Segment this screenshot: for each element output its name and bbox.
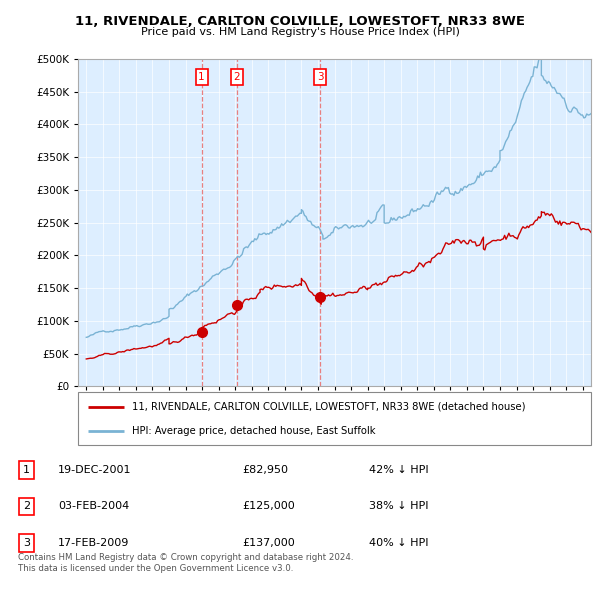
Text: 03-FEB-2004: 03-FEB-2004 (58, 502, 130, 512)
Text: 1: 1 (23, 465, 30, 475)
Text: £82,950: £82,950 (242, 465, 289, 475)
Text: 3: 3 (23, 537, 30, 548)
Text: 38% ↓ HPI: 38% ↓ HPI (369, 502, 428, 512)
Text: Contains HM Land Registry data © Crown copyright and database right 2024.: Contains HM Land Registry data © Crown c… (18, 553, 353, 562)
Text: 1: 1 (199, 72, 205, 82)
Text: 11, RIVENDALE, CARLTON COLVILLE, LOWESTOFT, NR33 8WE: 11, RIVENDALE, CARLTON COLVILLE, LOWESTO… (75, 15, 525, 28)
Text: 40% ↓ HPI: 40% ↓ HPI (369, 537, 428, 548)
Text: 2: 2 (233, 72, 240, 82)
Text: 17-FEB-2009: 17-FEB-2009 (58, 537, 130, 548)
Text: 19-DEC-2001: 19-DEC-2001 (58, 465, 131, 475)
Text: 3: 3 (317, 72, 323, 82)
Text: 42% ↓ HPI: 42% ↓ HPI (369, 465, 429, 475)
Text: 11, RIVENDALE, CARLTON COLVILLE, LOWESTOFT, NR33 8WE (detached house): 11, RIVENDALE, CARLTON COLVILLE, LOWESTO… (132, 402, 526, 412)
Text: Price paid vs. HM Land Registry's House Price Index (HPI): Price paid vs. HM Land Registry's House … (140, 27, 460, 37)
Text: HPI: Average price, detached house, East Suffolk: HPI: Average price, detached house, East… (132, 426, 376, 436)
Text: £137,000: £137,000 (242, 537, 295, 548)
Text: This data is licensed under the Open Government Licence v3.0.: This data is licensed under the Open Gov… (18, 563, 293, 573)
Text: 2: 2 (23, 502, 30, 512)
Text: £125,000: £125,000 (242, 502, 295, 512)
FancyBboxPatch shape (78, 392, 591, 445)
